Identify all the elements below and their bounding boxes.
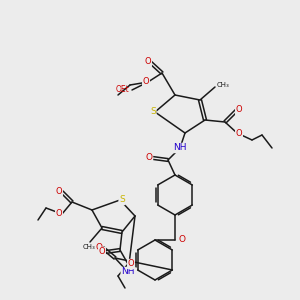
Text: CH₃: CH₃ (82, 244, 95, 250)
Text: O: O (95, 242, 103, 251)
Text: S: S (119, 196, 125, 205)
Text: O: O (128, 260, 134, 268)
Text: O: O (178, 236, 185, 244)
Text: NH: NH (121, 268, 135, 277)
Text: S: S (150, 107, 156, 116)
Text: O: O (56, 188, 62, 196)
Text: O: O (143, 77, 149, 86)
Text: O: O (236, 106, 242, 115)
Text: O: O (145, 58, 151, 67)
Text: O: O (236, 128, 242, 137)
Text: NH: NH (173, 143, 187, 152)
Text: O: O (99, 248, 105, 256)
Text: OEt: OEt (115, 85, 129, 94)
Text: O: O (56, 209, 62, 218)
Text: CH₃: CH₃ (217, 82, 230, 88)
Text: O: O (146, 154, 152, 163)
